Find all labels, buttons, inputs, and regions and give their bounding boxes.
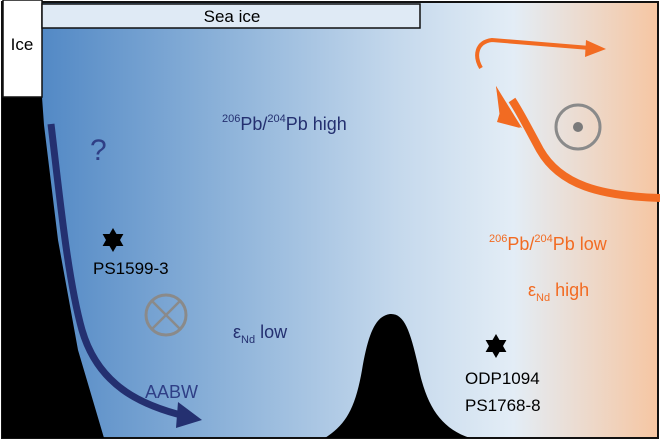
aabw-arrowhead-icon (176, 402, 202, 428)
upwelling-arrow (508, 97, 660, 202)
sea-ice-label: Sea ice (204, 7, 261, 26)
question-mark: ? (90, 134, 107, 167)
upper-arrowhead-icon (585, 40, 606, 57)
ice-shelf (2, 0, 43, 98)
circle-dot-icon (554, 103, 602, 151)
site-ps1599-3: PS1599-3 (93, 259, 169, 278)
star-icon (102, 228, 124, 252)
nd-low-label: εNd low (233, 322, 288, 346)
seafloor-ridge (325, 313, 470, 438)
continental-slope (2, 97, 104, 438)
aabw-label: AABW (145, 382, 198, 402)
sea-ice (41, 3, 421, 29)
star-icon (485, 334, 507, 358)
circle-cross-icon (144, 293, 188, 337)
pb-low-label: 206Pb/204Pb low (489, 233, 608, 254)
nd-high-label: εNd high (528, 280, 589, 304)
pb-high-label: 206Pb/204Pb high (222, 113, 347, 134)
upper-return-arrow (475, 37, 591, 70)
site-odp1094: ODP1094 (465, 369, 540, 388)
upwelling-arrowhead-tip (496, 86, 522, 128)
site-ps1768-8: PS1768-8 (465, 396, 541, 415)
aabw-arrow (47, 123, 186, 420)
ice-label: Ice (11, 35, 34, 54)
